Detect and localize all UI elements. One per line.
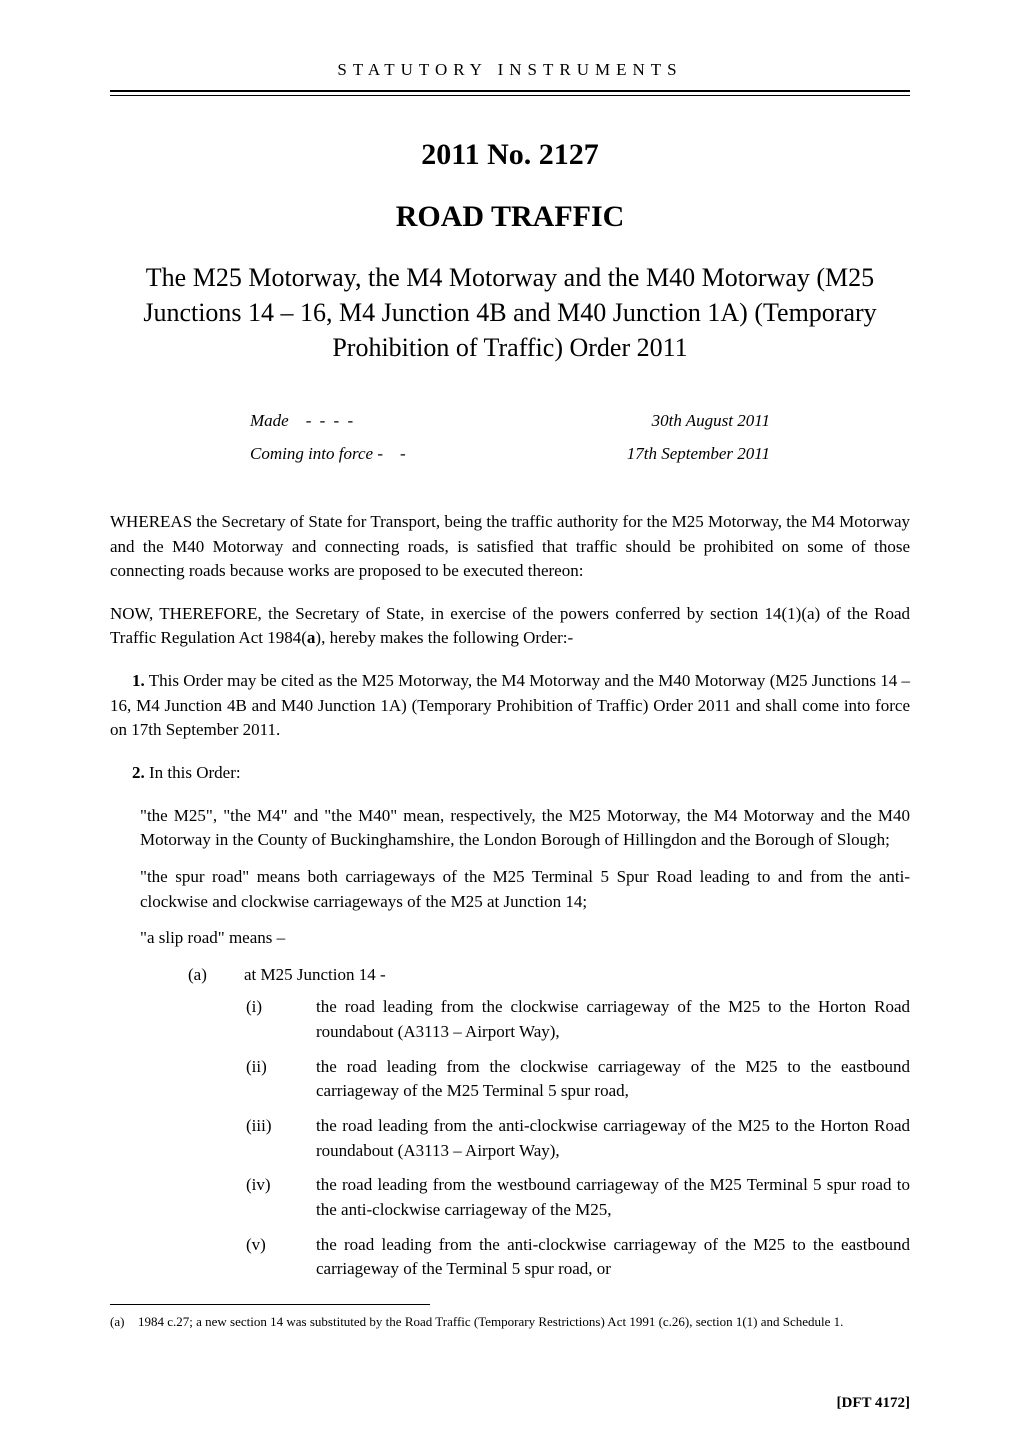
definition-slip-road: "a slip road" means – [140, 926, 910, 951]
article-1-number: 1. [132, 671, 145, 690]
article-1: 1. This Order may be cited as the M25 Mo… [110, 669, 910, 743]
article-1-text: This Order may be cited as the M25 Motor… [110, 671, 910, 739]
made-row: Made - - - - 30th August 2011 [250, 405, 770, 437]
made-dashes: - - - - [306, 411, 355, 430]
article-2-number: 2. [132, 763, 145, 782]
made-label-text: Made [250, 411, 289, 430]
made-label: Made - - - - [250, 405, 355, 437]
instrument-title: The M25 Motorway, the M4 Motorway and th… [110, 260, 910, 365]
list-item: (v) the road leading from the anti-clock… [246, 1233, 910, 1282]
whereas-paragraph: WHEREAS the Secretary of State for Trans… [110, 510, 910, 584]
list-text-a: at M25 Junction 14 - [244, 963, 386, 988]
now-therefore-paragraph: NOW, THEREFORE, the Secretary of State, … [110, 602, 910, 651]
force-row: Coming into force - - 17th September 201… [250, 438, 770, 470]
list-item: (i) the road leading from the clockwise … [246, 995, 910, 1044]
roman-text: the road leading from the clockwise carr… [316, 1055, 910, 1104]
force-value: 17th September 2011 [627, 438, 770, 470]
list-item-a: (a) at M25 Junction 14 - [188, 963, 910, 988]
force-dashes: - [400, 444, 408, 463]
roman-text: the road leading from the anti-clockwise… [316, 1233, 910, 1282]
list-item: (iii) the road leading from the anti-clo… [246, 1114, 910, 1163]
roman-list: (i) the road leading from the clockwise … [246, 995, 910, 1281]
article-2: 2. In this Order: [110, 761, 910, 786]
now-therefore-post: ), hereby makes the following Order:- [315, 628, 573, 647]
roman-text: the road leading from the clockwise carr… [316, 995, 910, 1044]
footnote-marker: (a) [110, 1313, 138, 1331]
article-2-text: In this Order: [145, 763, 241, 782]
list-marker-a: (a) [188, 963, 244, 988]
roman-marker: (v) [246, 1233, 316, 1282]
instrument-number: 2011 No. 2127 [110, 138, 910, 172]
footnote-rule [110, 1304, 430, 1305]
roman-marker: (iii) [246, 1114, 316, 1163]
footnote-a: (a) 1984 c.27; a new section 14 was subs… [110, 1313, 910, 1331]
roman-text: the road leading from the anti-clockwise… [316, 1114, 910, 1163]
roman-text: the road leading from the westbound carr… [316, 1173, 910, 1222]
page-code: [DFT 4172] [837, 1395, 910, 1412]
statutory-heading: STATUTORY INSTRUMENTS [110, 60, 910, 90]
top-rule [110, 90, 910, 96]
definition-m25: "the M25", "the M4" and "the M40" mean, … [140, 804, 910, 853]
roman-marker: (i) [246, 995, 316, 1044]
definition-spur-road: "the spur road" means both carriageways … [140, 865, 910, 914]
footnote-text: 1984 c.27; a new section 14 was substitu… [138, 1313, 843, 1331]
roman-marker: (ii) [246, 1055, 316, 1104]
instrument-category: ROAD TRAFFIC [110, 200, 910, 234]
alpha-list: (a) at M25 Junction 14 - [188, 963, 910, 988]
roman-marker: (iv) [246, 1173, 316, 1222]
force-label-text: Coming into force - [250, 444, 383, 463]
list-item: (ii) the road leading from the clockwise… [246, 1055, 910, 1104]
list-item: (iv) the road leading from the westbound… [246, 1173, 910, 1222]
dates-block: Made - - - - 30th August 2011 Coming int… [250, 405, 770, 470]
force-label: Coming into force - - [250, 438, 408, 470]
made-value: 30th August 2011 [652, 405, 770, 437]
